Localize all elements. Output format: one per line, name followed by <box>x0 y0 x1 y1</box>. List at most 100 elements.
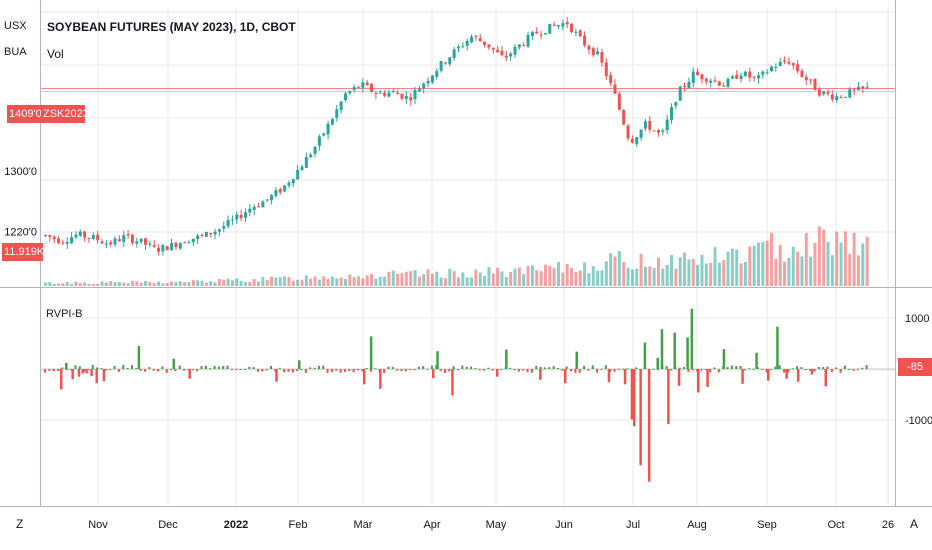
rvpi-spike <box>633 369 636 427</box>
candle-body <box>617 93 621 110</box>
rvpi-bar <box>339 369 342 373</box>
rvpi-bar <box>370 369 373 372</box>
rvpi-bar <box>739 365 742 369</box>
candle-body <box>183 242 187 244</box>
candle-body <box>287 182 291 186</box>
volume-bar <box>509 271 513 286</box>
volume-bar <box>587 273 591 286</box>
volume-bar <box>309 278 313 286</box>
volume-bar <box>74 281 78 286</box>
rvpi-bar <box>178 365 181 369</box>
rvpi-bar <box>491 369 494 371</box>
candle-body <box>787 61 791 64</box>
candle-body <box>852 89 856 91</box>
rvpi-bar <box>65 369 68 370</box>
volume-bar <box>374 278 378 286</box>
candle-body <box>600 51 604 63</box>
volume-bar <box>400 273 404 286</box>
rvpi-bar <box>191 369 194 370</box>
rvpi-bar <box>574 369 577 373</box>
candle-body <box>674 102 678 106</box>
rvpi-bar <box>530 369 533 373</box>
volume-bar <box>478 272 482 286</box>
volume-bar <box>361 278 365 286</box>
volume-bar <box>226 278 230 286</box>
rvpi-bar <box>613 369 616 372</box>
volume-bar <box>717 262 721 286</box>
rvpi-bar <box>700 369 703 371</box>
volume-bar <box>709 262 713 286</box>
volume-bar <box>856 255 860 286</box>
volume-bar <box>565 264 569 286</box>
volume-bar <box>370 273 374 286</box>
candle-body <box>143 238 147 245</box>
candle-body <box>322 133 326 136</box>
candle-body <box>639 129 643 138</box>
volume-bar <box>200 280 204 286</box>
candle-body <box>357 86 361 88</box>
candle-body <box>578 30 582 37</box>
candle-body <box>822 91 826 95</box>
candle-body <box>478 38 482 42</box>
auto-scale-button[interactable]: A <box>910 517 919 531</box>
rvpi-bar <box>826 366 829 369</box>
candle-body <box>426 80 430 84</box>
rvpi-bar <box>513 369 516 370</box>
price-candles <box>44 17 869 256</box>
rvpi-spike <box>647 369 651 482</box>
volume-bar <box>139 282 143 286</box>
rvpi-bar <box>109 369 112 370</box>
rvpi-bar <box>743 369 746 371</box>
rvpi-bar <box>543 367 546 369</box>
rvpi-spike <box>697 369 700 393</box>
rvpi-bar <box>770 369 773 370</box>
candle-body <box>296 169 300 180</box>
rvpi-spike <box>539 369 542 380</box>
volume-bar <box>735 249 739 286</box>
candle-body <box>770 66 774 72</box>
rvpi-bar <box>113 365 116 369</box>
candle-body <box>178 243 182 249</box>
x-tick-label: Apr <box>423 519 440 531</box>
timezone-button[interactable]: Z <box>16 517 24 531</box>
candle-body <box>626 125 630 139</box>
candle-body <box>274 190 278 196</box>
rvpi-spike <box>137 346 141 369</box>
candle-body <box>335 109 339 118</box>
rvpi-bar <box>535 365 538 369</box>
volume-bar <box>791 246 795 286</box>
rvpi-bar <box>709 369 712 373</box>
volume-bar <box>635 268 639 286</box>
rvpi-bar <box>309 367 312 369</box>
volume-bar <box>161 283 165 286</box>
rvpi-spike <box>432 369 435 379</box>
volume-bar <box>230 280 234 286</box>
candle-body <box>83 231 87 238</box>
volume-bar <box>670 255 674 286</box>
volume-bar <box>117 282 121 286</box>
rvpi-bar <box>383 369 386 374</box>
volume-bar <box>535 270 539 286</box>
candle-body <box>422 83 426 89</box>
candle-body <box>843 96 847 98</box>
candle-body <box>439 61 443 71</box>
volume-bar <box>291 280 295 286</box>
volume-bar <box>387 271 391 286</box>
rvpi-bar <box>548 367 551 369</box>
rvpi-spike <box>660 329 664 369</box>
volume-bar <box>44 282 47 286</box>
volume-bar <box>752 245 756 286</box>
rvpi-bar <box>604 365 607 369</box>
volume-bar <box>596 270 600 286</box>
x-tick-label: Oct <box>827 519 844 531</box>
price-tag: 1409'0 <box>7 105 42 123</box>
candle-body <box>44 235 47 237</box>
candle-body <box>830 94 834 100</box>
rvpi-bar <box>78 366 81 369</box>
rvpi-bar <box>52 369 55 372</box>
rvpi-spike <box>95 369 98 384</box>
rvpi-bar <box>222 365 225 369</box>
rvpi-bar <box>304 369 307 374</box>
rvpi-bar <box>752 368 755 370</box>
candle-body <box>191 238 195 243</box>
